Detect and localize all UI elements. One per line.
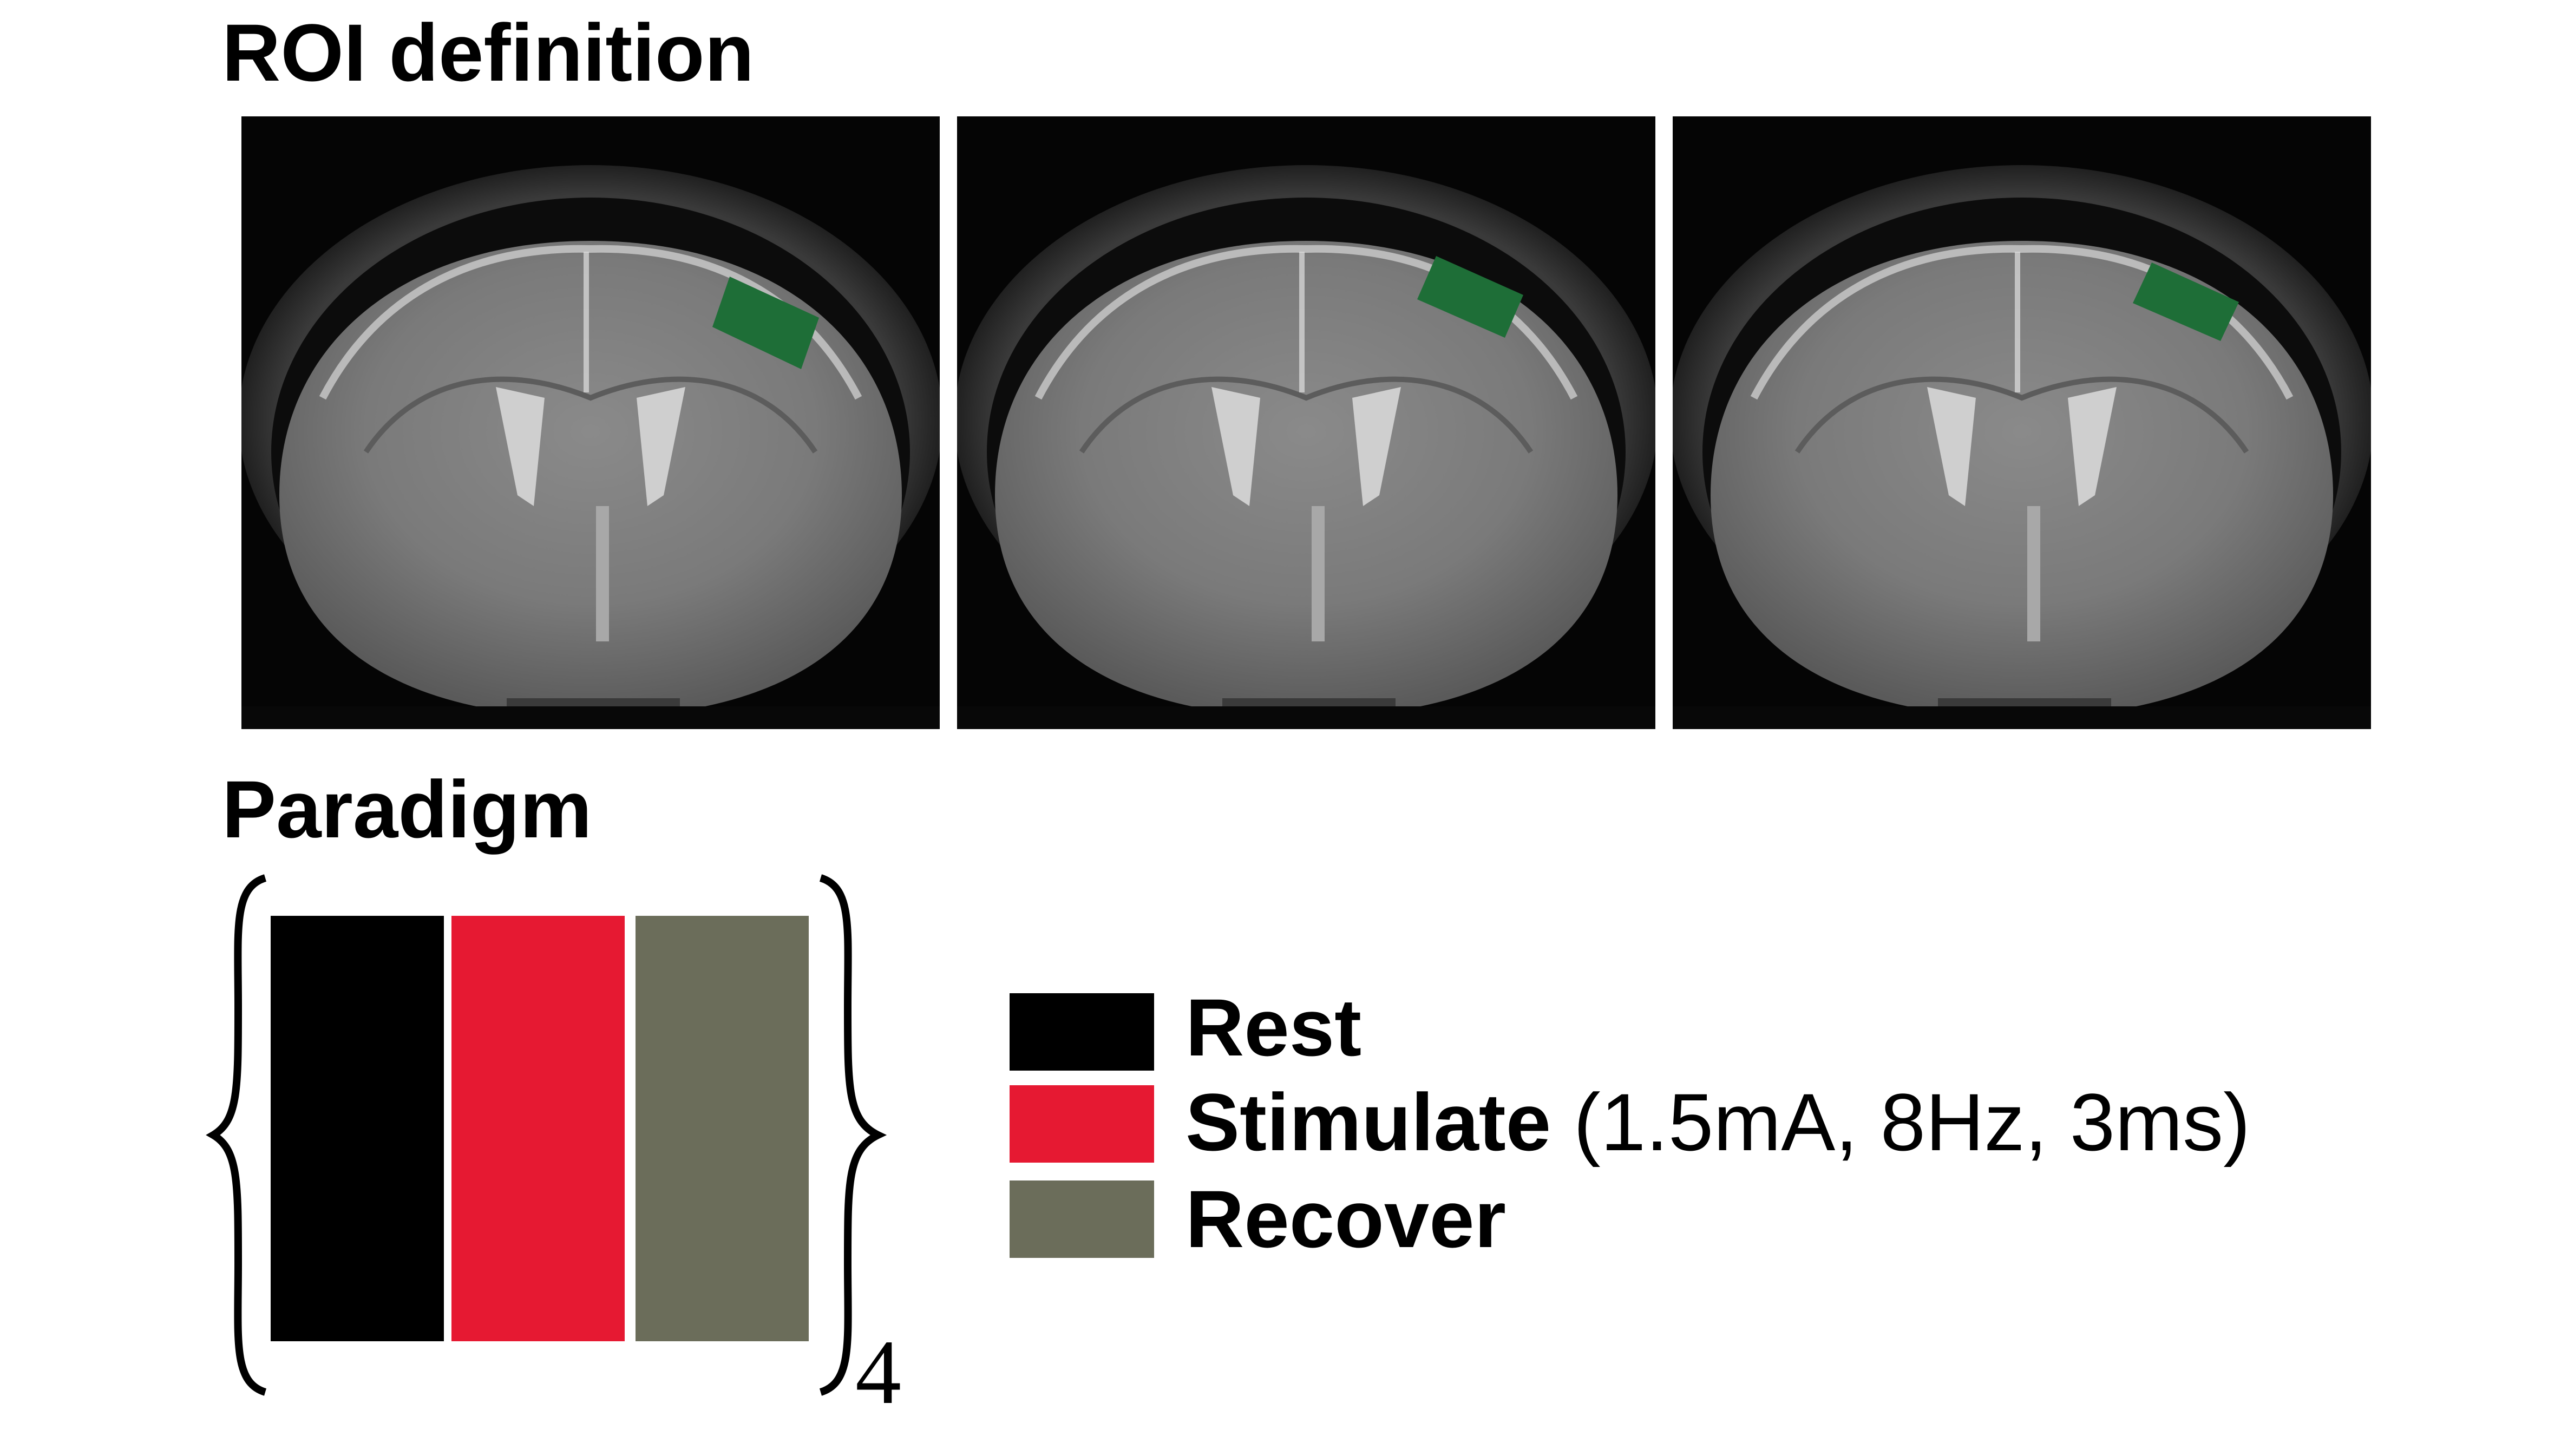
legend-item-recover: Recover (1185, 1178, 1506, 1260)
mri-slice-3 (1673, 116, 2371, 729)
paradigm-title: Paradigm (222, 764, 592, 855)
repeat-count: 4 (855, 1321, 901, 1423)
legend-label: Stimulate (1185, 1077, 1551, 1168)
roi-marker (2133, 263, 2239, 341)
legend-swatch-stimulate (1010, 1085, 1154, 1163)
rest-block (271, 916, 444, 1341)
legend-item-stimulate: Stimulate (1.5mA, 8Hz, 3ms) (1185, 1081, 2250, 1163)
roi-definition-title: ROI definition (222, 7, 755, 98)
roi-marker (712, 277, 819, 369)
legend-swatch-recover (1010, 1180, 1154, 1258)
mri-slice-2 (957, 116, 1655, 729)
legend-label: Recover (1185, 1173, 1507, 1264)
legend-swatch-rest (1010, 993, 1154, 1071)
left-brace (206, 874, 267, 1396)
roi-marker (1417, 256, 1523, 338)
mri-slice-1 (241, 116, 940, 729)
stimulate-block (451, 916, 625, 1341)
right-brace (819, 874, 887, 1396)
legend-label: Rest (1185, 982, 1362, 1073)
recover-block (636, 916, 809, 1341)
legend-item-rest: Rest (1185, 987, 1361, 1068)
legend-detail: (1.5mA, 8Hz, 3ms) (1551, 1077, 2251, 1168)
